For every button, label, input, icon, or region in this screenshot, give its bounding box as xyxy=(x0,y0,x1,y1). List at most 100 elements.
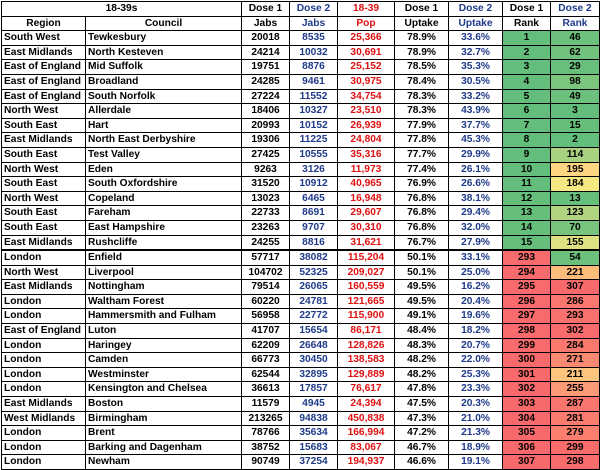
dose1-jabs-cell: 24285 xyxy=(241,73,291,90)
dose2-jabs-cell: 17857 xyxy=(289,381,339,398)
council-cell: Fareham xyxy=(84,205,243,221)
dose1-rank-cell: 300 xyxy=(502,352,552,368)
dose1-jabs-cell: 20993 xyxy=(241,117,291,134)
dose2-rank-cell: 298 xyxy=(550,454,600,470)
council-cell: Nottingham xyxy=(84,279,243,295)
dose2-rank-cell: 46 xyxy=(550,30,600,46)
region-cell: West Midlands xyxy=(1,410,86,427)
dose2-uptake-cell: 18.9% xyxy=(448,439,504,456)
region-cell: London xyxy=(1,352,86,368)
dose2-uptake-header-top: Dose 2 xyxy=(448,1,504,17)
population-cell: 30,310 xyxy=(337,219,396,236)
dose2-uptake-cell: 21.3% xyxy=(448,425,504,441)
population-cell: 26,939 xyxy=(337,117,396,134)
dose1-uptake-cell: 46.7% xyxy=(394,439,450,456)
council-cell: South Norfolk xyxy=(84,88,243,105)
dose2-uptake-cell: 16.2% xyxy=(448,279,504,295)
dose2-uptake-cell: 23.3% xyxy=(448,381,504,398)
dose1-rank-cell: 299 xyxy=(502,337,552,354)
table-row: London Kensington and Chelsea 36613 17857 76… xyxy=(1,381,600,398)
dose2-jabs-cell: 26648 xyxy=(289,337,339,354)
dose1-rank-cell: 15 xyxy=(502,234,552,251)
dose1-rank-cell: 11 xyxy=(502,176,552,192)
dose1-rank-cell: 306 xyxy=(502,439,552,456)
dose2-uptake-cell: 33.6% xyxy=(448,30,504,46)
dose1-rank-cell: 4 xyxy=(502,73,552,90)
dose1-jabs-cell: 23263 xyxy=(241,219,291,236)
dose2-uptake-cell: 22.0% xyxy=(448,352,504,368)
council-cell: Birmingham xyxy=(84,410,243,427)
dose1-rank-cell: 9 xyxy=(502,146,552,163)
council-cell: Tewkesbury xyxy=(84,30,243,46)
population-cell: 35,316 xyxy=(337,146,396,163)
population-cell: 128,826 xyxy=(337,337,396,354)
dose1-rank-cell: 302 xyxy=(502,381,552,398)
dose2-uptake-cell: 33.2% xyxy=(448,88,504,105)
dose2-jabs-header-top: Dose 2 xyxy=(289,1,339,17)
dose2-jabs-cell: 37254 xyxy=(289,454,339,470)
dose2-uptake-cell: 30.5% xyxy=(448,73,504,90)
dose2-jabs-header: Jabs xyxy=(289,15,339,32)
council-cell: Haringey xyxy=(84,337,243,354)
pop-header: Pop xyxy=(337,15,396,32)
dose1-uptake-cell: 47.5% xyxy=(394,396,450,412)
region-cell: East Midlands xyxy=(1,279,86,295)
council-cell: Copeland xyxy=(84,190,243,207)
council-cell: Liverpool xyxy=(84,264,243,281)
dose2-rank-cell: 279 xyxy=(550,425,600,441)
population-cell: 194,937 xyxy=(337,454,396,470)
council-cell: South Oxfordshire xyxy=(84,176,243,192)
dose2-uptake-cell: 29.9% xyxy=(448,146,504,163)
dose1-rank-cell: 295 xyxy=(502,279,552,295)
dose1-jabs-cell: 27425 xyxy=(241,146,291,163)
dose1-uptake-cell: 48.2% xyxy=(394,352,450,368)
dose2-jabs-cell: 9707 xyxy=(289,219,339,236)
dose2-jabs-cell: 30450 xyxy=(289,352,339,368)
region-cell: London xyxy=(1,439,86,456)
dose1-rank-header: Rank xyxy=(502,15,552,32)
dose2-rank-header-top: Dose 2 xyxy=(550,1,600,17)
region-header: Region xyxy=(1,15,86,32)
table-row: East Midlands North Kesteven 24214 10032 30,… xyxy=(1,44,600,61)
dose2-rank-cell: 302 xyxy=(550,323,600,339)
region-cell: East of England xyxy=(1,73,86,90)
dose1-uptake-cell: 48.2% xyxy=(394,366,450,383)
dose1-rank-cell: 6 xyxy=(502,103,552,119)
council-cell: Test Valley xyxy=(84,146,243,163)
population-cell: 160,559 xyxy=(337,279,396,295)
dose1-uptake-cell: 50.1% xyxy=(394,264,450,281)
region-cell: North West xyxy=(1,264,86,281)
council-cell: Boston xyxy=(84,396,243,412)
dose1-rank-cell: 297 xyxy=(502,308,552,325)
dose2-rank-cell: 70 xyxy=(550,219,600,236)
dose1-rank-cell: 304 xyxy=(502,410,552,427)
dose1-rank-cell: 3 xyxy=(502,59,552,75)
dose1-rank-cell: 305 xyxy=(502,425,552,441)
dose2-rank-cell: 271 xyxy=(550,352,600,368)
dose2-jabs-cell: 94838 xyxy=(289,410,339,427)
dose2-rank-cell: 123 xyxy=(550,205,600,221)
dose1-jabs-cell: 60220 xyxy=(241,293,291,310)
table-row: East of England South Norfolk 27224 11552 34… xyxy=(1,88,600,105)
table-row: South East Hart 20993 10152 26,939 77.9% 37.7%… xyxy=(1,117,600,134)
population-cell: 25,152 xyxy=(337,59,396,75)
dose1-uptake-cell: 50.1% xyxy=(394,249,450,266)
dose1-rank-cell: 1 xyxy=(502,30,552,46)
population-cell: 209,027 xyxy=(337,264,396,281)
population-cell: 11,973 xyxy=(337,161,396,178)
population-cell: 129,889 xyxy=(337,366,396,383)
region-cell: East Midlands xyxy=(1,234,86,251)
dose2-rank-cell: 195 xyxy=(550,161,600,178)
dose2-rank-cell: 98 xyxy=(550,73,600,90)
region-cell: North West xyxy=(1,161,86,178)
dose2-jabs-cell: 26065 xyxy=(289,279,339,295)
dose1-jabs-cell: 19751 xyxy=(241,59,291,75)
dose2-rank-cell: 155 xyxy=(550,234,600,251)
dose2-jabs-cell: 11225 xyxy=(289,132,339,148)
region-cell: London xyxy=(1,293,86,310)
dose1-uptake-cell: 76.8% xyxy=(394,205,450,221)
population-cell: 31,621 xyxy=(337,234,396,251)
dose1-uptake-cell: 76.9% xyxy=(394,176,450,192)
dose1-jabs-cell: 24214 xyxy=(241,44,291,61)
